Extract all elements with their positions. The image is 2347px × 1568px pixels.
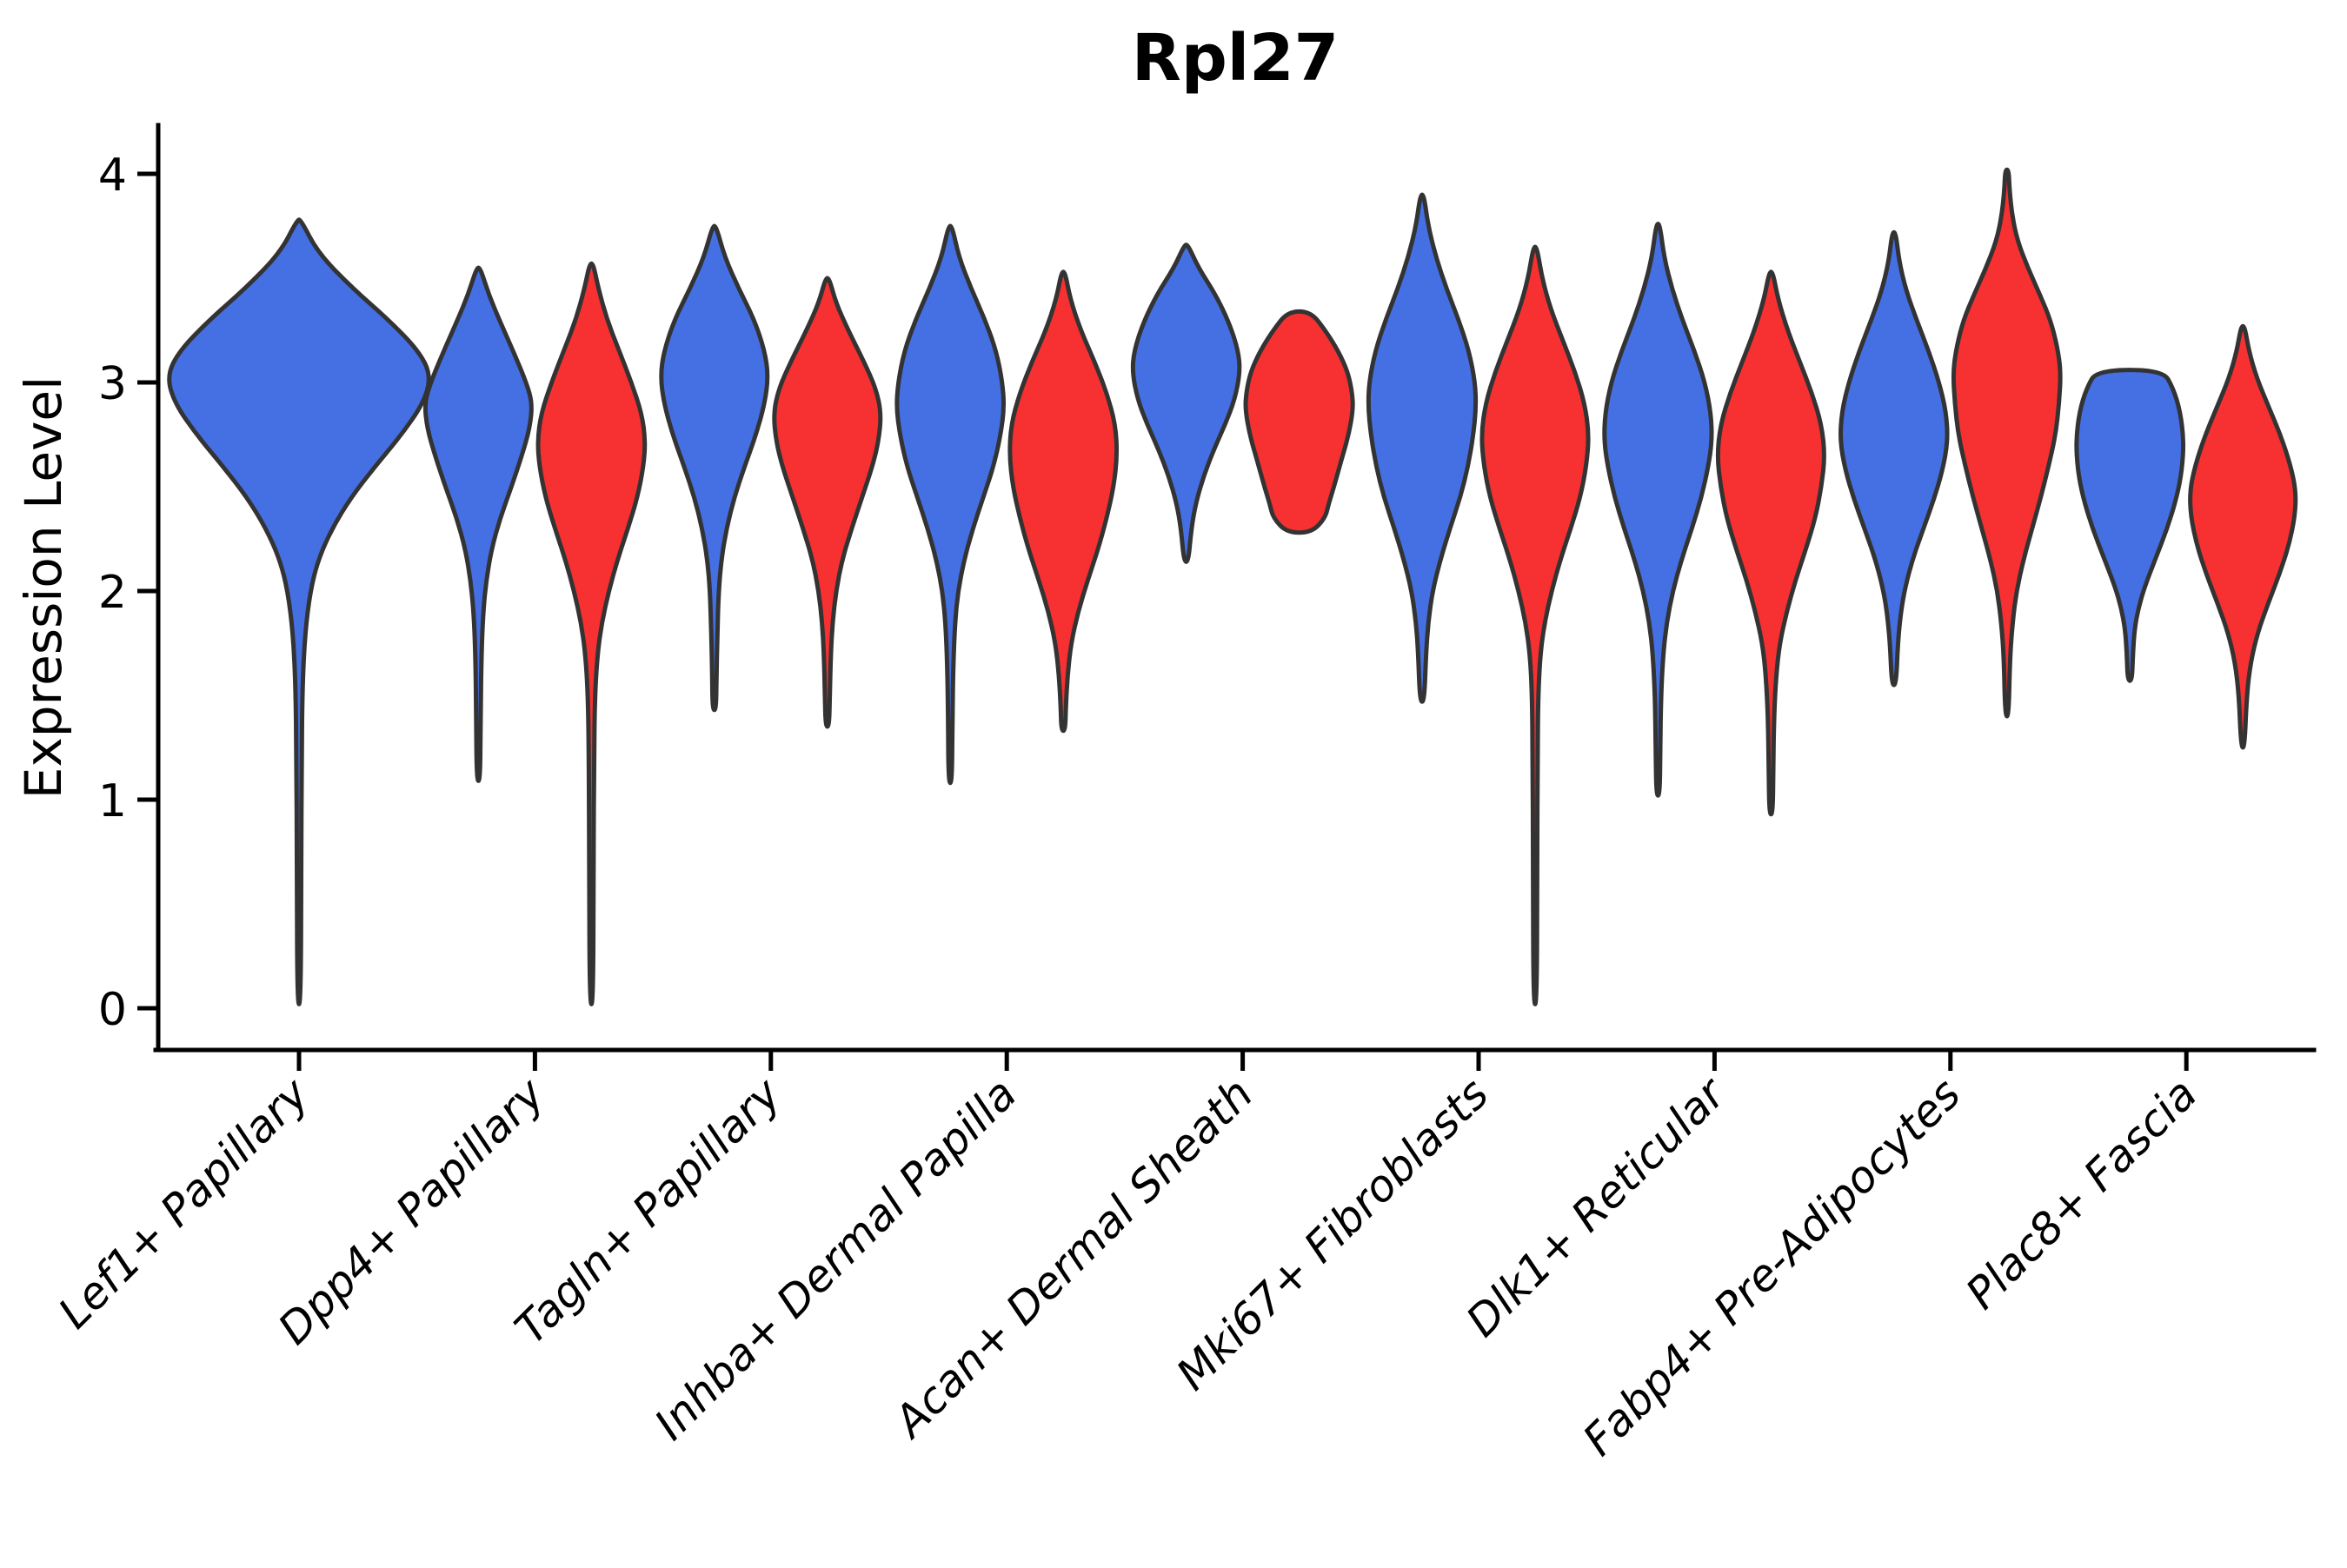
y-tick-label-3: 3 (98, 358, 127, 410)
y-tick-label-1: 1 (98, 775, 127, 827)
violin-plac8-group1 (2074, 368, 2186, 683)
violin-plac8-group2 (2188, 323, 2298, 750)
x-tick-label-lef1-papillary: Lef1+ Papillary (49, 1067, 319, 1338)
violin-dlk1-group2 (1715, 269, 1826, 817)
ticks-layer (137, 171, 2189, 1071)
violin-inhba-group1 (894, 223, 1007, 786)
y-tick-label-0: 0 (98, 984, 127, 1036)
violins-layer (167, 167, 2298, 1007)
violin-acan-group2 (1243, 309, 1355, 535)
violin-dpp4-group1 (422, 265, 534, 783)
y-tick-label-2: 2 (98, 567, 127, 619)
violin-mki67-group2 (1479, 244, 1591, 1007)
x-tick-label-plac8-fascia: Plac8+ Fascia (1957, 1068, 2207, 1319)
chart-title: Rpl27 (1132, 21, 1339, 96)
violin-lef1-group1 (167, 217, 431, 1007)
violin-mki67-group1 (1366, 192, 1479, 704)
y-axis-label: Expression Level (14, 376, 73, 799)
violin-fabp4-group2 (1951, 167, 2063, 719)
violin-inhba-group2 (1007, 269, 1120, 734)
y-tick-label-4: 4 (98, 149, 127, 202)
violin-tagln-group1 (659, 223, 770, 713)
violin-tagln-group2 (772, 276, 883, 729)
x-tick-label-fabp4-pre-adipocytes: Fabp4+ Pre-Adipocytes (1573, 1068, 1971, 1465)
violin-fabp4-group1 (1838, 229, 1950, 688)
violin-dpp4-group2 (535, 261, 648, 1007)
violin-acan-group1 (1130, 243, 1242, 564)
violin-dlk1-group1 (1602, 222, 1714, 798)
x-tick-label-dlk1-reticular: Dlk1+ Reticular (1457, 1066, 1737, 1346)
